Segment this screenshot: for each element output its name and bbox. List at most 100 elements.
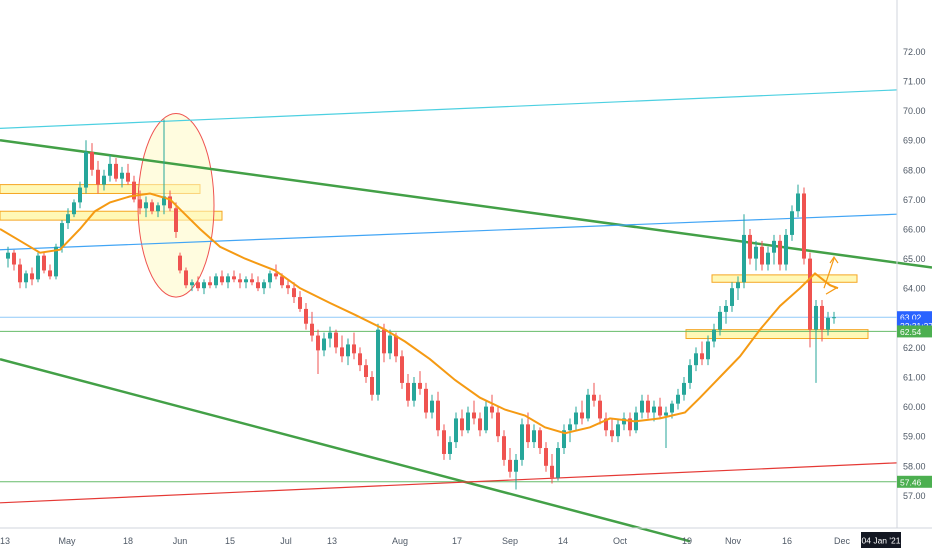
price-label-box	[897, 325, 932, 338]
candle-body	[664, 412, 668, 416]
candle	[490, 394, 494, 419]
candle-body	[556, 448, 560, 478]
candle-body	[526, 424, 530, 443]
candle-body	[604, 418, 608, 431]
zone-rect	[0, 210, 223, 221]
candle-body	[292, 288, 296, 298]
candle	[826, 311, 830, 336]
x-tick-label: 19	[682, 536, 692, 546]
candle	[376, 323, 380, 401]
y-tick-label: 72.00	[903, 47, 926, 57]
x-tick-label: Jul	[280, 536, 292, 546]
candle-body	[478, 418, 482, 431]
x-tick-label: 18	[123, 536, 133, 546]
candle-body	[454, 418, 458, 443]
candle	[156, 202, 160, 218]
price-label-text: 57.46	[900, 477, 922, 487]
arrow-head	[825, 281, 838, 295]
candle-body	[256, 282, 260, 289]
y-tick-label: 64.00	[903, 284, 926, 294]
candle-body	[796, 193, 800, 212]
zone-rect	[685, 329, 869, 340]
candle-body	[316, 335, 320, 351]
candle	[102, 169, 106, 191]
candle-body	[820, 305, 824, 330]
candle-body	[178, 255, 182, 271]
candle-body	[406, 382, 410, 401]
candle	[244, 276, 248, 289]
candle-body	[652, 406, 656, 413]
candle-body	[114, 163, 118, 179]
candle-body	[538, 430, 542, 449]
candle-body	[760, 246, 764, 265]
candle	[190, 279, 194, 292]
candle-body	[328, 332, 332, 339]
candle	[322, 332, 326, 357]
candle	[700, 341, 704, 366]
candle	[772, 234, 776, 265]
candle	[18, 258, 22, 289]
x-tick-label: 13	[0, 536, 10, 546]
candle-body	[412, 382, 416, 401]
candle-body	[832, 317, 836, 319]
candle	[808, 252, 812, 348]
candle	[298, 291, 302, 312]
candle-body	[394, 335, 398, 357]
candle-body	[568, 424, 572, 431]
candle	[454, 412, 458, 449]
candle	[184, 267, 188, 289]
candle-body	[508, 459, 512, 472]
candle	[598, 394, 602, 425]
candle-body	[244, 279, 248, 283]
candle	[592, 382, 596, 407]
trend-line	[0, 462, 898, 504]
candle-body	[826, 317, 830, 330]
candle	[556, 442, 560, 481]
candle	[108, 155, 112, 182]
x-tick-label: May	[58, 536, 76, 546]
candle-body	[562, 430, 566, 449]
candle-body	[352, 344, 356, 354]
candle-body	[514, 459, 518, 472]
y-tick-label: 60.00	[903, 402, 926, 412]
y-tick-label: 58.00	[903, 461, 926, 471]
candle	[418, 371, 422, 395]
x-tick-label: Dec	[834, 536, 851, 546]
candle-body	[382, 329, 386, 354]
candle	[292, 282, 296, 303]
candle-body	[730, 288, 734, 306]
lines-layer	[0, 89, 932, 543]
candle-body	[102, 175, 106, 185]
candle-body	[250, 279, 254, 283]
cursor-date-box	[861, 532, 901, 548]
candle-body	[580, 412, 584, 419]
candle-body	[214, 276, 218, 286]
candle-body	[298, 297, 302, 309]
candle	[196, 276, 200, 292]
moving-average-layer	[0, 192, 839, 435]
candle	[442, 424, 446, 460]
candle-body	[400, 356, 404, 383]
candle-body	[436, 400, 440, 431]
projection-arrow	[823, 258, 835, 289]
candle-body	[802, 193, 806, 259]
candle-body	[340, 347, 344, 357]
candle-body	[490, 406, 494, 413]
candle-body	[208, 282, 212, 286]
candle	[226, 273, 230, 289]
candle-body	[550, 465, 554, 478]
candle-body	[574, 412, 578, 425]
x-tick-label: Sep	[502, 536, 518, 546]
candle-body	[66, 214, 70, 224]
candle	[96, 160, 100, 194]
candle-body	[754, 246, 758, 259]
candle-body	[460, 418, 464, 431]
y-tick-label: 68.00	[903, 165, 926, 175]
candle	[526, 412, 530, 449]
candle-body	[676, 394, 680, 404]
candle-body	[814, 305, 818, 330]
candle-body	[700, 353, 704, 360]
candle-body	[156, 205, 160, 212]
